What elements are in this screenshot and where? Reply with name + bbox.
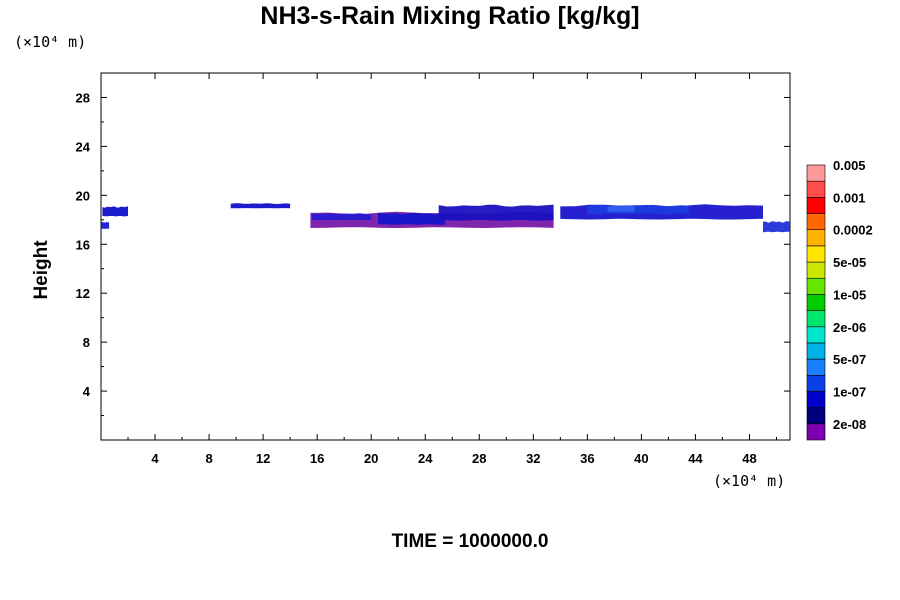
- y-tick-label: 4: [83, 384, 91, 399]
- field-contour-6: [438, 204, 554, 221]
- colorbar-segment: [806, 310, 826, 328]
- colorbar-segment: [806, 391, 826, 408]
- x-tick-label: 4: [151, 451, 159, 466]
- x-tick-label: 36: [580, 451, 594, 466]
- colorbar-segment: [806, 423, 826, 441]
- chart-title: NH3-s-Rain Mixing Ratio [kg/kg]: [260, 2, 640, 30]
- colorbar-label: 2e-06: [833, 320, 866, 335]
- colorbar-label: 0.0002: [833, 223, 873, 238]
- colorbar-segment: [806, 407, 826, 425]
- x-tick-label: 16: [310, 451, 324, 466]
- field-contour-9: [763, 221, 790, 233]
- y-tick-label: 24: [76, 139, 91, 154]
- colorbar-segment: [806, 197, 826, 214]
- colorbar-label: 5e-05: [833, 255, 866, 270]
- y-tick-label: 16: [76, 237, 90, 252]
- plot-area: [100, 72, 791, 441]
- x-tick-label: 24: [418, 451, 433, 466]
- colorbar-segment: [806, 213, 826, 231]
- field-contour-4: [311, 213, 372, 221]
- y-tick-label: 12: [76, 286, 90, 301]
- colorbar-segment: [806, 180, 826, 198]
- x-tick-label: 40: [634, 451, 648, 466]
- field-contour-0: [102, 206, 128, 217]
- colorbar-segment: [806, 229, 826, 247]
- colorbar-segment: [806, 245, 826, 263]
- y-tick-label: 8: [83, 335, 90, 350]
- colorbar-segment: [806, 277, 826, 295]
- x-tick-label: 44: [688, 451, 703, 466]
- colorbar-segment: [806, 358, 826, 376]
- field-contour-2: [230, 203, 291, 209]
- x-tick-label: 32: [526, 451, 540, 466]
- colorbar-label: 0.005: [833, 158, 866, 173]
- colorbar-segment: [806, 374, 826, 392]
- field-contour-10: [607, 205, 635, 212]
- x-tick-label: 28: [472, 451, 486, 466]
- y-axis-unit: (×10⁴ m): [14, 33, 87, 51]
- colorbar-label: 0.001: [833, 190, 866, 205]
- colorbar-label: 1e-07: [833, 384, 866, 399]
- y-tick-label: 20: [76, 188, 90, 203]
- field-contour-8: [587, 204, 689, 214]
- x-tick-label: 8: [205, 451, 212, 466]
- y-tick-label: 28: [76, 90, 90, 105]
- colorbar-segment: [806, 294, 826, 311]
- colorbar-segment: [806, 261, 826, 279]
- colorbar-segment: [806, 164, 826, 182]
- colorbar-segment: [806, 342, 826, 360]
- colorbar-label: 5e-07: [833, 352, 866, 367]
- x-tick-label: 20: [364, 451, 378, 466]
- colorbar-segment: [806, 326, 826, 344]
- field-contour-1: [101, 221, 110, 229]
- x-axis-unit: (×10⁴ m): [713, 472, 786, 490]
- colorbar-label: 1e-05: [833, 287, 866, 302]
- x-tick-label: 48: [742, 451, 756, 466]
- time-label: TIME = 1000000.0: [391, 531, 549, 552]
- colorbar-label: 2e-08: [833, 417, 866, 432]
- field-contour-5: [378, 212, 446, 225]
- x-tick-label: 12: [256, 451, 270, 466]
